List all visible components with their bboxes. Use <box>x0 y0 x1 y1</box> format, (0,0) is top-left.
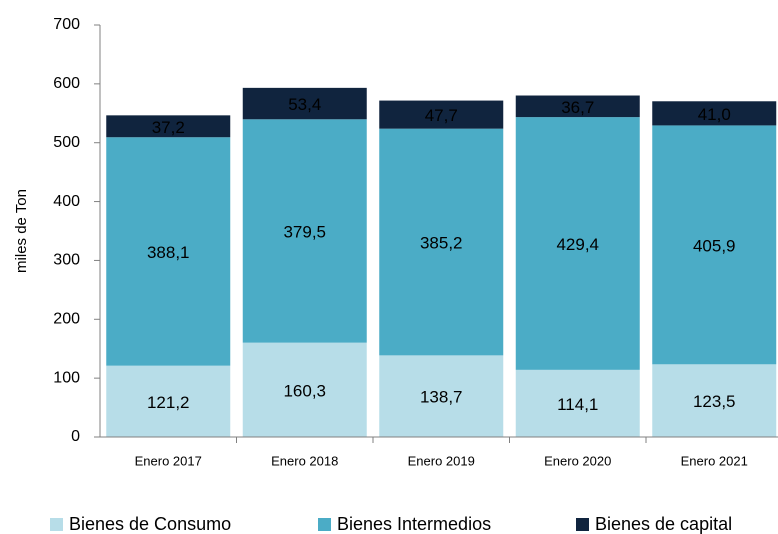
bar-segment <box>106 137 231 366</box>
bar-segment <box>379 128 504 356</box>
y-tick-label: 700 <box>53 16 80 33</box>
data-label: 123,5 <box>693 392 736 411</box>
x-tick-label: Enero 2019 <box>408 453 475 468</box>
data-label: 379,5 <box>283 222 326 241</box>
data-label: 37,2 <box>152 118 185 137</box>
y-tick-label: 400 <box>53 193 80 210</box>
bar-segment <box>515 95 640 118</box>
legend-label: Bienes Intermedios <box>337 514 491 534</box>
bar-segment <box>652 101 777 126</box>
data-label: 121,2 <box>147 393 190 412</box>
x-tick-label: Enero 2018 <box>271 453 338 468</box>
legend-swatch <box>318 518 331 531</box>
bar-segment <box>515 117 640 370</box>
y-axis-label: miles de Ton <box>13 189 30 273</box>
data-label: 160,3 <box>283 381 326 400</box>
bar-segment <box>515 369 640 437</box>
bar-segment <box>379 100 504 129</box>
y-tick-label: 600 <box>53 75 80 92</box>
y-tick-label: 300 <box>53 252 80 269</box>
data-label: 405,9 <box>693 236 736 255</box>
bar-segment <box>379 355 504 437</box>
y-tick-label: 0 <box>71 428 80 445</box>
x-tick-label: Enero 2017 <box>135 453 202 468</box>
bar-segment <box>106 115 231 138</box>
data-label: 47,7 <box>425 106 458 125</box>
y-tick-label: 500 <box>53 134 80 151</box>
bar-segment <box>242 342 367 437</box>
bar-segment <box>652 364 777 437</box>
bar-segment <box>242 119 367 343</box>
data-label: 41,0 <box>698 105 731 124</box>
legend-swatch <box>50 518 63 531</box>
legend-label: Bienes de Consumo <box>69 514 231 534</box>
data-label: 36,7 <box>561 98 594 117</box>
bar-segment <box>242 87 367 120</box>
data-label: 385,2 <box>420 233 463 252</box>
x-tick-label: Enero 2021 <box>681 453 748 468</box>
data-label: 388,1 <box>147 243 190 262</box>
legend-swatch <box>576 518 589 531</box>
data-label: 53,4 <box>288 95 321 114</box>
bar-segment <box>106 365 231 437</box>
y-tick-label: 200 <box>53 311 80 328</box>
legend-label: Bienes de capital <box>595 514 732 534</box>
x-tick-label: Enero 2020 <box>544 453 611 468</box>
data-label: 429,4 <box>556 235 599 254</box>
data-label: 114,1 <box>557 395 598 414</box>
y-tick-label: 100 <box>53 369 80 386</box>
data-label: 138,7 <box>420 388 463 407</box>
bar-segment <box>652 125 777 365</box>
